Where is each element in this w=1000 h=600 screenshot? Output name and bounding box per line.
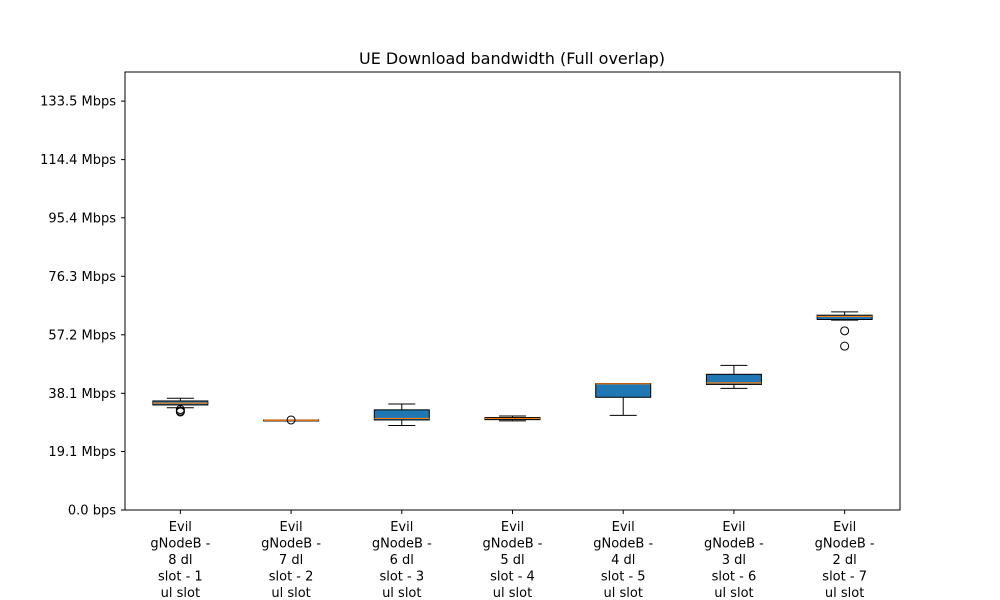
x-tick-label: Evil gNodeB -2 dl slot - 7 ul slot xyxy=(815,520,875,600)
box-group xyxy=(484,415,541,422)
x-tick-label-line: Evil xyxy=(501,520,524,535)
x-tick-label-line: gNodeB - xyxy=(261,537,321,552)
x-tick-label: Evil gNodeB -8 dl slot - 1 ul slot xyxy=(150,520,210,600)
box-group xyxy=(263,415,320,425)
box-iqr xyxy=(595,383,652,398)
outlier-point xyxy=(840,341,850,351)
x-tick-label-line: gNodeB - xyxy=(372,537,432,552)
x-tick-label-line: 8 dl xyxy=(168,553,192,568)
x-tick-label-line: Evil xyxy=(169,520,192,535)
x-tick-label: Evil gNodeB -3 dl slot - 6 ul slot xyxy=(704,520,764,600)
x-tick-label-line: slot - 2 xyxy=(269,570,314,585)
plot-area-frame xyxy=(124,71,901,511)
outlier-point xyxy=(175,407,185,417)
x-tick-label-line: ul slot xyxy=(271,586,310,600)
x-tick-label-line: 2 dl xyxy=(833,553,857,568)
x-tick-label-line: ul slot xyxy=(604,586,643,600)
box-group xyxy=(152,397,209,417)
x-tick-label-line: slot - 1 xyxy=(158,570,203,585)
outlier-point xyxy=(286,415,296,425)
x-tick-label-line: Evil xyxy=(833,520,856,535)
x-tick-label-line: ul slot xyxy=(714,586,753,600)
x-tick-label-line: slot - 5 xyxy=(601,570,646,585)
x-tick-label-line: 7 dl xyxy=(279,553,303,568)
box-iqr xyxy=(373,409,430,421)
x-tick-label: Evil gNodeB -7 dl slot - 2 ul slot xyxy=(261,520,321,600)
box-group xyxy=(705,364,762,389)
box-iqr xyxy=(705,373,762,385)
x-tick-label-line: ul slot xyxy=(825,586,864,600)
x-tick-label-line: gNodeB - xyxy=(815,537,875,552)
x-tick-label-line: 5 dl xyxy=(500,553,524,568)
x-tick-label-line: ul slot xyxy=(382,586,421,600)
x-tick-label-line: Evil xyxy=(612,520,635,535)
x-tick-label-line: 4 dl xyxy=(611,553,635,568)
box-group xyxy=(595,383,652,416)
y-tick-label: 38.1 Mbps xyxy=(48,387,116,402)
y-tick-label: 0.0 bps xyxy=(68,504,116,519)
x-tick-label-line: Evil xyxy=(722,520,745,535)
y-tick-label: 19.1 Mbps xyxy=(48,445,116,460)
chart-title: UE Download bandwidth (Full overlap) xyxy=(359,49,665,68)
x-tick-label: Evil gNodeB -4 dl slot - 5 ul slot xyxy=(593,520,653,600)
x-tick-label-line: ul slot xyxy=(161,586,200,600)
x-tick-label-line: gNodeB - xyxy=(704,537,764,552)
y-tick-label: 133.5 Mbps xyxy=(40,95,116,110)
y-tick-label: 57.2 Mbps xyxy=(48,328,116,343)
x-tick-label-line: slot - 4 xyxy=(490,570,535,585)
x-tick-label-line: gNodeB - xyxy=(593,537,653,552)
x-tick-label-line: slot - 6 xyxy=(712,570,757,585)
outlier-point xyxy=(840,326,850,336)
x-tick-label-line: slot - 7 xyxy=(822,570,867,585)
y-tick-label: 76.3 Mbps xyxy=(48,270,116,285)
x-tick-label: Evil gNodeB -6 dl slot - 3 ul slot xyxy=(372,520,432,600)
x-tick-label-line: Evil xyxy=(280,520,303,535)
x-tick-label-line: 6 dl xyxy=(390,553,414,568)
box-group xyxy=(373,403,430,426)
y-tick-label: 114.4 Mbps xyxy=(40,153,116,168)
x-tick-label-line: gNodeB - xyxy=(483,537,543,552)
x-tick-label-line: slot - 3 xyxy=(379,570,424,585)
x-tick-label: Evil gNodeB -5 dl slot - 4 ul slot xyxy=(483,520,543,600)
x-tick-label-line: ul slot xyxy=(493,586,532,600)
x-tick-label-line: Evil xyxy=(390,520,413,535)
box-group xyxy=(816,311,873,351)
x-tick-label-line: gNodeB - xyxy=(150,537,210,552)
box-iqr xyxy=(816,314,873,320)
x-tick-label-line: 3 dl xyxy=(722,553,746,568)
y-tick-label: 95.4 Mbps xyxy=(48,211,116,226)
